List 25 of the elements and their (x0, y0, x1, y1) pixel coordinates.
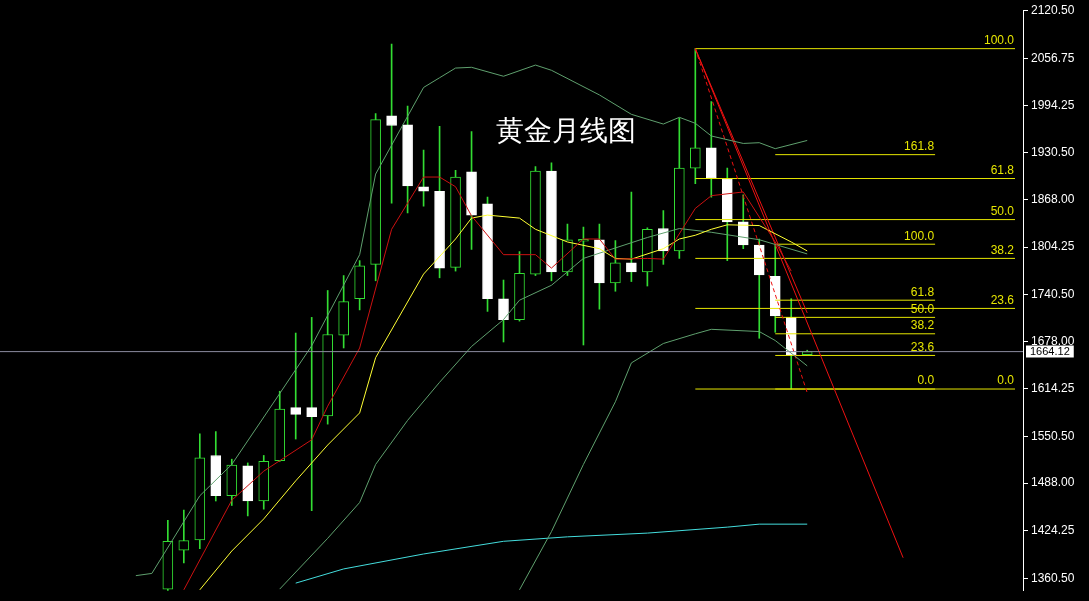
y-tick-label: 1930.50 (1031, 145, 1075, 160)
annotation: 50.0 (990, 203, 1015, 218)
text: 黄金月线图 (495, 114, 636, 146)
annotation: 61.8 (910, 284, 935, 299)
annotation: 23.6 (910, 339, 935, 354)
annotation: 100.0 (983, 32, 1015, 47)
annotation: 0.0 (997, 373, 1015, 388)
y-tick-label: 2056.75 (1031, 50, 1075, 65)
annotation: 161.8 (904, 138, 935, 153)
y-tick-label: 1804.25 (1031, 239, 1075, 254)
y-tick-label: 1360.50 (1031, 570, 1075, 585)
annotation: 23.6 (990, 292, 1015, 307)
y-tick-label: 1424.25 (1031, 522, 1075, 537)
y-tick-label: 1994.25 (1031, 97, 1075, 112)
annotation: 38.2 (990, 242, 1015, 257)
annotation: 100.0 (904, 228, 935, 243)
y-tick-label: 1488.00 (1031, 475, 1075, 490)
y-tick-label: 1614.25 (1031, 381, 1075, 396)
y-tick-label: 1550.50 (1031, 428, 1075, 443)
y-tick-label: 1740.50 (1031, 286, 1075, 301)
y-tick-label: 1868.00 (1031, 191, 1075, 206)
annotation: 0.0 (917, 373, 935, 388)
y-tick-label: 2120.50 (1031, 3, 1075, 18)
annotation: 61.8 (990, 162, 1015, 177)
annotation: 38.2 (910, 318, 935, 333)
